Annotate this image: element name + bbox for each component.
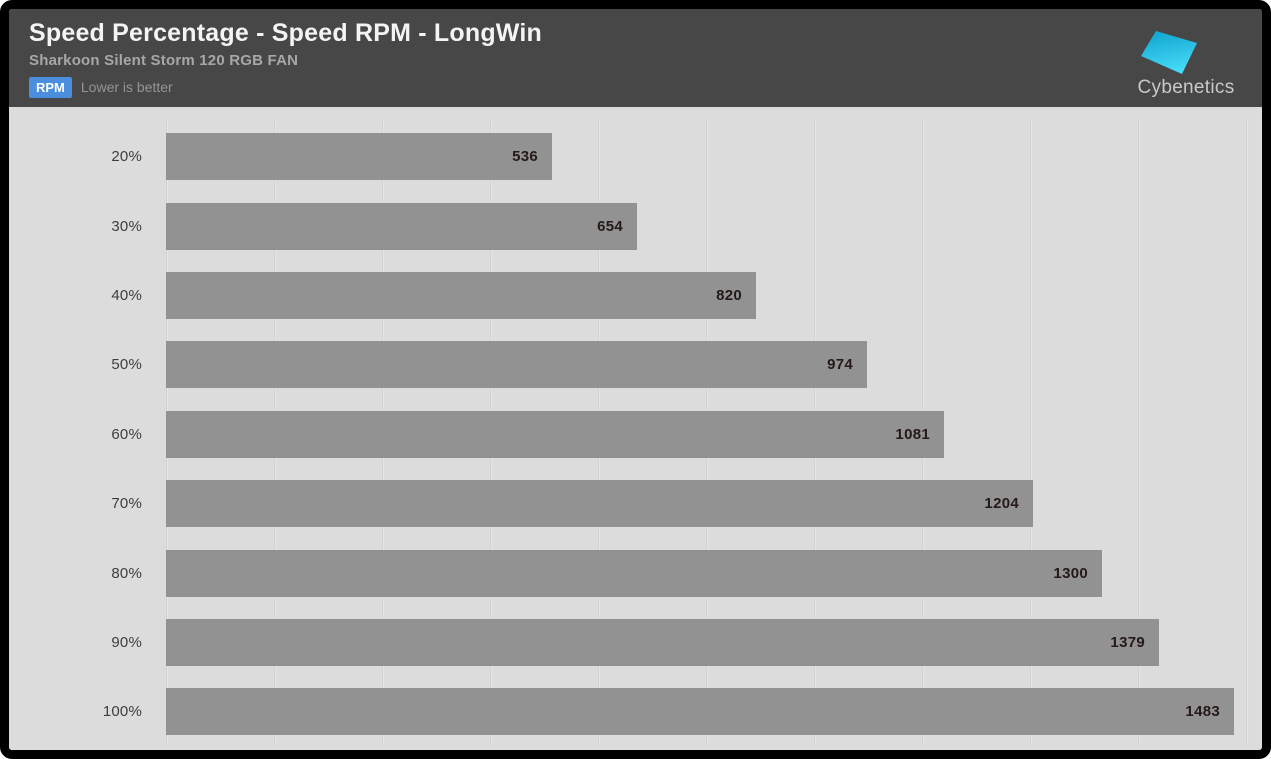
bar-value-label: 654 xyxy=(597,217,623,235)
bar: 1204 xyxy=(166,480,1033,528)
bar: 654 xyxy=(166,202,637,250)
bar: 1379 xyxy=(166,618,1159,666)
bar-value-label: 536 xyxy=(512,148,538,166)
bar-row: 20% 536 xyxy=(9,122,1262,191)
bar: 820 xyxy=(166,271,756,319)
bar-value-label: 820 xyxy=(716,286,742,304)
bar-row: 60% 1081 xyxy=(9,400,1262,469)
lower-is-better-note: Lower is better xyxy=(80,79,173,96)
category-label: 50% xyxy=(111,356,142,374)
bar-row: 70% 1204 xyxy=(9,469,1262,538)
chart-title: Speed Percentage - Speed RPM - LongWin xyxy=(29,19,542,47)
cybenetics-logo-mark-icon xyxy=(1141,31,1197,74)
bar-value-label: 1379 xyxy=(1110,633,1145,651)
bar-row: 30% 654 xyxy=(9,191,1262,260)
category-label: 70% xyxy=(111,495,142,513)
gridline xyxy=(1030,119,1031,745)
bar-row: 100% 1483 xyxy=(9,677,1262,746)
bar-value-label: 974 xyxy=(827,356,853,374)
bar-value-label: 1081 xyxy=(895,425,930,443)
bar: 1081 xyxy=(166,410,944,458)
category-label: 20% xyxy=(111,148,142,166)
category-label: 100% xyxy=(102,703,142,721)
bar: 974 xyxy=(166,341,867,389)
bar-value-label: 1300 xyxy=(1053,564,1088,582)
category-label: 60% xyxy=(111,425,142,443)
gridline xyxy=(1138,119,1139,745)
unit-badge: RPM xyxy=(29,76,72,98)
category-label: 30% xyxy=(111,217,142,235)
chart-subtitle: Sharkoon Silent Storm 120 RGB FAN xyxy=(29,51,299,69)
chart-header: Speed Percentage - Speed RPM - LongWin S… xyxy=(9,9,1262,107)
gridline xyxy=(1246,119,1247,745)
category-label: 80% xyxy=(111,564,142,582)
cybenetics-logo: Cybenetics xyxy=(1134,22,1238,99)
bar: 1483 xyxy=(166,688,1234,736)
bar-value-label: 1483 xyxy=(1185,703,1220,721)
bar-row: 40% 820 xyxy=(9,261,1262,330)
bar: 1300 xyxy=(166,549,1102,597)
badge-row: RPM Lower is better xyxy=(29,76,1262,98)
bar-value-label: 1204 xyxy=(984,495,1019,513)
bar-row: 50% 974 xyxy=(9,330,1262,399)
category-label: 40% xyxy=(111,286,142,304)
category-label: 90% xyxy=(111,633,142,651)
bar: 536 xyxy=(166,133,552,181)
chart-plot-area: 20% 536 30% 654 40% 820 50% 974 60% 1081 70% 1204 80… xyxy=(9,107,1262,750)
bar-row: 90% 1379 xyxy=(9,608,1262,677)
cybenetics-logo-text: Cybenetics xyxy=(1137,77,1235,98)
bar-rows: 20% 536 30% 654 40% 820 50% 974 60% 1081 70% 1204 80… xyxy=(9,122,1262,747)
bar-row: 80% 1300 xyxy=(9,538,1262,607)
